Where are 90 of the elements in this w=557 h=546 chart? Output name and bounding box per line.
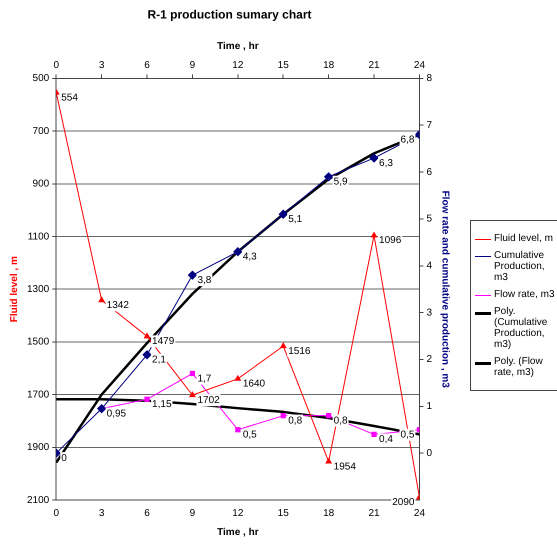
point (234, 375, 241, 381)
x2-tick-label: 3 (98, 508, 105, 519)
x2-tick-label: 6 (144, 508, 150, 519)
legend-label: Flow rate, m3 (494, 289, 555, 300)
y2-tick-label: 5 (426, 214, 432, 225)
point (144, 396, 150, 402)
data-label: 0,4 (379, 434, 394, 446)
y2-tick-label: 7 (426, 120, 432, 131)
data-label: 0,8 (334, 415, 348, 426)
data-label: 1,7 (197, 373, 212, 384)
point (326, 413, 332, 418)
point (280, 342, 286, 348)
data-label: 1479 (152, 336, 175, 348)
data-label: 1702 (197, 394, 220, 406)
x2-tick-label: 12 (232, 508, 244, 519)
point (280, 413, 286, 418)
y-tick-label: 1900 (26, 442, 50, 454)
point (144, 332, 150, 338)
y-tick-label: 1500 (26, 336, 50, 348)
x2-tick-label: 18 (323, 508, 335, 519)
x2-axis-title: Time , hr (217, 41, 259, 52)
point (235, 427, 240, 432)
y-tick-label: 1100 (28, 231, 50, 242)
y-axis-title: Fluid level , m (8, 256, 20, 322)
data-label: 554 (61, 92, 78, 104)
data-label: 6,3 (379, 158, 394, 169)
point (189, 392, 196, 398)
point (326, 458, 332, 464)
x-tick-label: 18 (323, 60, 335, 72)
x-tick-label: 15 (278, 60, 290, 72)
point (190, 370, 196, 376)
point (142, 350, 152, 360)
x2-tick-label: 21 (368, 508, 380, 519)
x-tick-label: 21 (368, 60, 380, 72)
y2-tick-label: 1 (426, 401, 432, 412)
data-label: 5,1 (288, 214, 303, 225)
y2-tick-label: 6 (426, 166, 432, 178)
y-tick-label: 1700 (26, 389, 50, 400)
data-label: 1,15 (152, 399, 172, 410)
data-label: 5,9 (334, 176, 348, 188)
point (370, 232, 378, 238)
x-tick-label: 24 (414, 60, 426, 72)
point (371, 432, 377, 438)
point (370, 154, 379, 163)
y2-tick-label: 2 (426, 354, 432, 366)
chart-title: R-1 production sumary chart (147, 8, 312, 22)
data-label: 0,95 (106, 408, 127, 420)
data-label: 1096 (379, 235, 402, 246)
y2-axis-title: Flow rate and cumulative production , m3 (439, 190, 450, 388)
y2-tick-label: 3 (426, 307, 432, 318)
y-tick-label: 500 (32, 73, 50, 84)
data-label: 4,3 (242, 251, 258, 262)
x2-tick-label: 24 (414, 508, 426, 519)
x2-tick-label: 9 (190, 508, 196, 519)
x2-tick-label: 15 (278, 508, 290, 519)
point (324, 172, 334, 182)
point (233, 247, 242, 256)
x-axis-title: Time , hr (217, 526, 259, 538)
point (278, 210, 288, 219)
data-label: 6,8 (400, 134, 415, 146)
y-tick-label: 1300 (26, 284, 50, 295)
data-label: 1954 (334, 461, 356, 472)
y-tick-label: 700 (32, 126, 50, 137)
data-label: 0,5 (242, 429, 258, 440)
y-tick-label: 2100 (26, 494, 50, 506)
x-tick-label: 12 (232, 60, 244, 72)
point (98, 296, 105, 302)
data-label: 1516 (288, 346, 311, 357)
data-label: 2,1 (152, 354, 166, 366)
x-tick-label: 0 (53, 60, 60, 72)
data-label: 2090 (392, 497, 415, 508)
legend-label: Fluid level, m (494, 233, 553, 244)
data-label: 0,5 (400, 429, 415, 440)
y2-tick-label: 0 (426, 448, 432, 459)
legend-label: Poly. (Flow rate, m3) (494, 356, 544, 378)
x2-tick-label: 0 (53, 508, 60, 519)
data-label: 0,8 (288, 415, 303, 426)
y2-tick-label: 4 (426, 260, 432, 272)
data-label: 1342 (106, 300, 130, 312)
data-label: 3,8 (197, 274, 212, 286)
legend-label: Cumulative Production, m3 (494, 250, 546, 283)
x-tick-label: 9 (190, 60, 196, 72)
y-tick-label: 900 (32, 178, 50, 190)
y2-tick-label: 8 (426, 73, 432, 84)
legend-label: Poly. (Cumulative Production, m3) (494, 306, 548, 350)
data-label: 0 (61, 452, 68, 464)
point (188, 270, 197, 280)
x-tick-label: 3 (98, 60, 105, 72)
x-tick-label: 6 (144, 60, 150, 72)
data-label: 1640 (242, 378, 266, 390)
